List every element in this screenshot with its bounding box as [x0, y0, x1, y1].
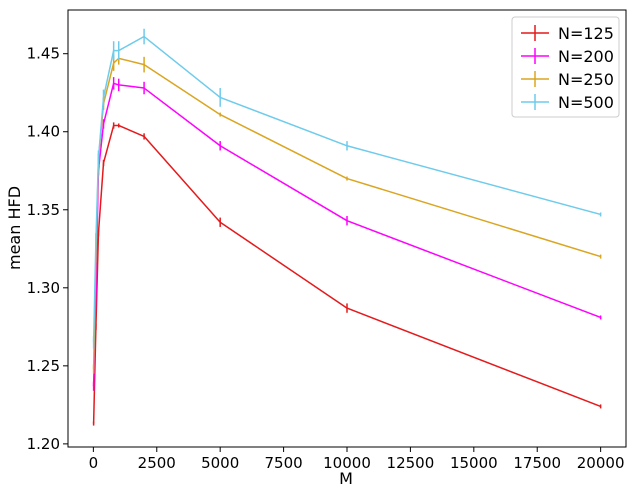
x-tick-label: 15000 [450, 454, 498, 472]
y-tick-label: 1.20 [27, 435, 60, 453]
legend-label: N=200 [558, 47, 614, 66]
x-tick-label: 12500 [387, 454, 435, 472]
legend-label: N=125 [558, 24, 614, 43]
legend: N=125 N=200 N=250 N=500 [511, 16, 620, 118]
legend-label: N=250 [558, 70, 614, 89]
y-axis: 1.20 1.25 1.30 1.35 1.40 1.45 [27, 45, 68, 453]
x-tick-label: 10000 [323, 454, 371, 472]
x-tick-label: 0 [89, 454, 99, 472]
x-tick-label: 17500 [513, 454, 561, 472]
x-tick-label: 5000 [201, 454, 239, 472]
series-layer [92, 28, 602, 426]
x-tick-label: 7500 [264, 454, 302, 472]
x-axis-title: M [339, 469, 353, 488]
series-line-N=125 [92, 124, 601, 424]
series-line-N=500 [92, 35, 601, 343]
y-tick-label: 1.30 [27, 279, 60, 297]
y-tick-label: 1.35 [27, 201, 60, 219]
y-tick-label: 1.40 [27, 123, 60, 141]
x-tick-label: 2500 [138, 454, 176, 472]
legend-box [511, 16, 620, 118]
y-axis-title: mean HFD [5, 186, 24, 270]
x-axis: 0 2500 5000 7500 10000 12500 15000 17500 20000 [89, 447, 625, 472]
legend-label: N=500 [558, 93, 614, 112]
y-tick-label: 1.45 [27, 45, 60, 63]
y-tick-label: 1.25 [27, 357, 60, 375]
x-tick-label: 20000 [577, 454, 625, 472]
